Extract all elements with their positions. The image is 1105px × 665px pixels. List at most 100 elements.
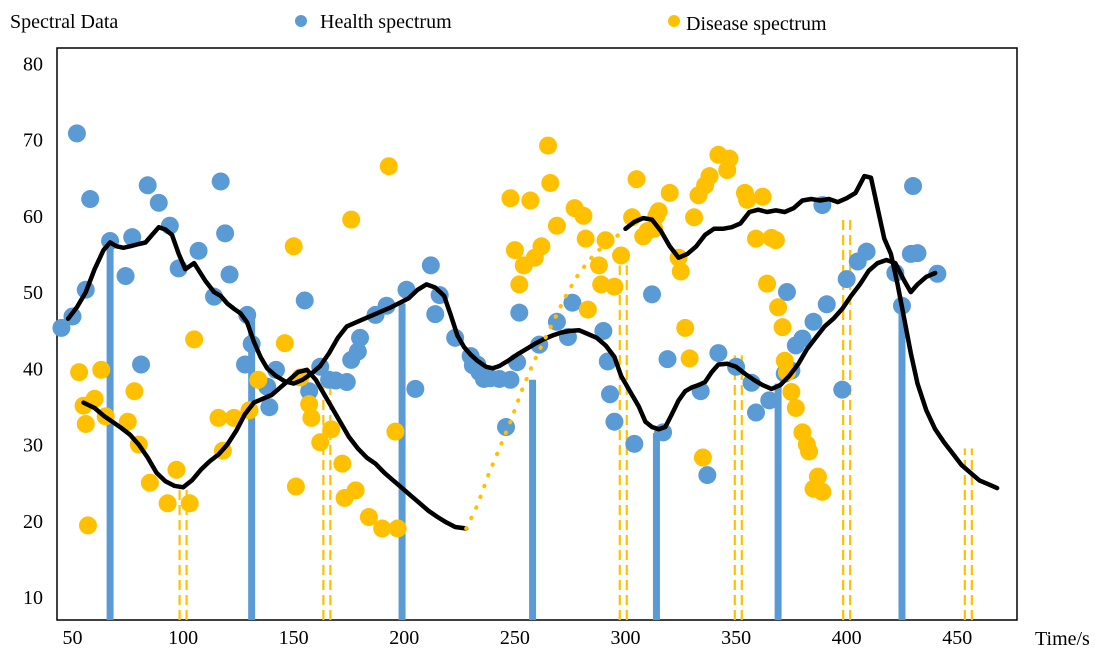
disease-point-21 xyxy=(284,237,303,256)
y-axis-title: Spectral Data xyxy=(10,11,118,33)
x-tick-labels: 50 100 150 200 250 300 350 400 450 xyxy=(62,627,972,649)
disease-point-25 xyxy=(302,408,321,427)
disease-point-87 xyxy=(782,382,801,401)
disease-point-57 xyxy=(627,170,646,189)
disease-point-27 xyxy=(322,420,341,439)
disease-point-82 xyxy=(766,231,785,250)
health-point-72 xyxy=(777,283,796,302)
disease-point-68 xyxy=(685,208,704,227)
x-tick-label-250: 250 xyxy=(500,627,530,649)
disease-point-78 xyxy=(746,229,765,248)
health-point-9 xyxy=(138,176,157,195)
disease-point-80 xyxy=(758,274,777,293)
health-point-13 xyxy=(189,241,208,260)
legend-health-marker xyxy=(295,15,307,27)
disease-point-79 xyxy=(753,187,772,206)
x-tick-label-300: 300 xyxy=(610,627,640,649)
disease-point-41 xyxy=(521,191,540,210)
health-point-82 xyxy=(857,242,876,261)
disease-point-75 xyxy=(720,149,739,168)
x-tick-label-450: 450 xyxy=(942,627,972,649)
disease-point-10 xyxy=(140,473,159,492)
disease-point-44 xyxy=(539,136,558,155)
health-point-87 xyxy=(908,244,927,263)
health-point-38 xyxy=(426,305,445,324)
disease-point-45 xyxy=(541,173,560,192)
disease-point-37 xyxy=(501,189,520,208)
legend-disease-marker xyxy=(668,15,680,27)
health-point-68 xyxy=(742,373,761,392)
disease-point-24 xyxy=(300,395,319,414)
health-point-61 xyxy=(643,285,662,304)
disease-point-0 xyxy=(70,363,89,382)
legend-disease-label: Disease spectrum xyxy=(686,13,827,35)
disease-point-63 xyxy=(660,183,679,202)
disease-point-88 xyxy=(786,398,805,417)
y-tick-labels: 10 20 30 40 50 60 70 80 xyxy=(23,53,43,609)
disease-point-35 xyxy=(386,422,405,441)
disease-point-77 xyxy=(738,190,757,209)
disease-point-48 xyxy=(574,206,593,225)
y-tick-label-50: 50 xyxy=(23,282,43,304)
disease-point-51 xyxy=(589,256,608,275)
disease-point-13 xyxy=(180,494,199,513)
health-point-58 xyxy=(600,385,619,404)
legend: Health spectrum Disease spectrum xyxy=(295,11,827,35)
x-tick-label-350: 350 xyxy=(721,627,751,649)
disease-point-2 xyxy=(76,414,95,433)
health-point-37 xyxy=(421,256,440,275)
disease-point-32 xyxy=(359,508,378,527)
health-point-29 xyxy=(337,373,356,392)
disease-point-55 xyxy=(612,246,631,265)
disease-point-8 xyxy=(125,382,144,401)
health-point-75 xyxy=(793,329,812,348)
health-point-10 xyxy=(149,193,168,212)
disease-point-93 xyxy=(808,467,827,486)
legend-health-label: Health spectrum xyxy=(320,11,452,33)
disease-point-12 xyxy=(167,460,186,479)
health-point-32 xyxy=(351,328,370,347)
y-tick-label-40: 40 xyxy=(23,358,43,380)
disease-point-94 xyxy=(813,482,832,501)
disease-point-91 xyxy=(800,442,819,461)
y-tick-label-30: 30 xyxy=(23,435,43,457)
x-tick-label-50: 50 xyxy=(62,627,82,649)
disease-curve-part-2 xyxy=(623,173,1000,491)
health-point-16 xyxy=(216,224,235,243)
disease-point-39 xyxy=(510,275,529,294)
health-point-85 xyxy=(904,177,923,196)
health-point-2 xyxy=(67,124,86,143)
x-tick-label-150: 150 xyxy=(279,627,309,649)
disease-point-65 xyxy=(671,262,690,281)
health-point-4 xyxy=(81,190,100,209)
health-point-49 xyxy=(501,370,520,389)
health-point-65 xyxy=(698,466,717,485)
disease-point-46 xyxy=(547,216,566,235)
disease-point-52 xyxy=(592,275,611,294)
health-point-0 xyxy=(52,318,71,337)
health-point-6 xyxy=(116,267,135,286)
disease-point-33 xyxy=(373,519,392,538)
disease-point-62 xyxy=(649,202,668,221)
points-layer xyxy=(52,124,947,538)
health-point-36 xyxy=(406,379,425,398)
disease-point-15 xyxy=(209,408,228,427)
disease-point-26 xyxy=(311,433,330,452)
disease-point-5 xyxy=(92,360,111,379)
disease-point-36 xyxy=(388,519,407,538)
disease-point-72 xyxy=(700,167,719,186)
health-point-18 xyxy=(236,355,255,374)
disease-point-30 xyxy=(342,210,361,229)
disease-point-66 xyxy=(676,318,695,337)
health-point-59 xyxy=(605,412,624,431)
disease-point-49 xyxy=(576,229,595,248)
health-point-8 xyxy=(132,355,151,374)
disease-point-19 xyxy=(249,370,268,389)
disease-point-53 xyxy=(596,231,615,250)
health-point-55 xyxy=(563,293,582,312)
y-tick-label-10: 10 xyxy=(23,587,43,609)
health-point-76 xyxy=(804,312,823,331)
health-point-15 xyxy=(211,172,230,191)
disease-point-28 xyxy=(333,454,352,473)
disease-point-43 xyxy=(532,237,551,256)
